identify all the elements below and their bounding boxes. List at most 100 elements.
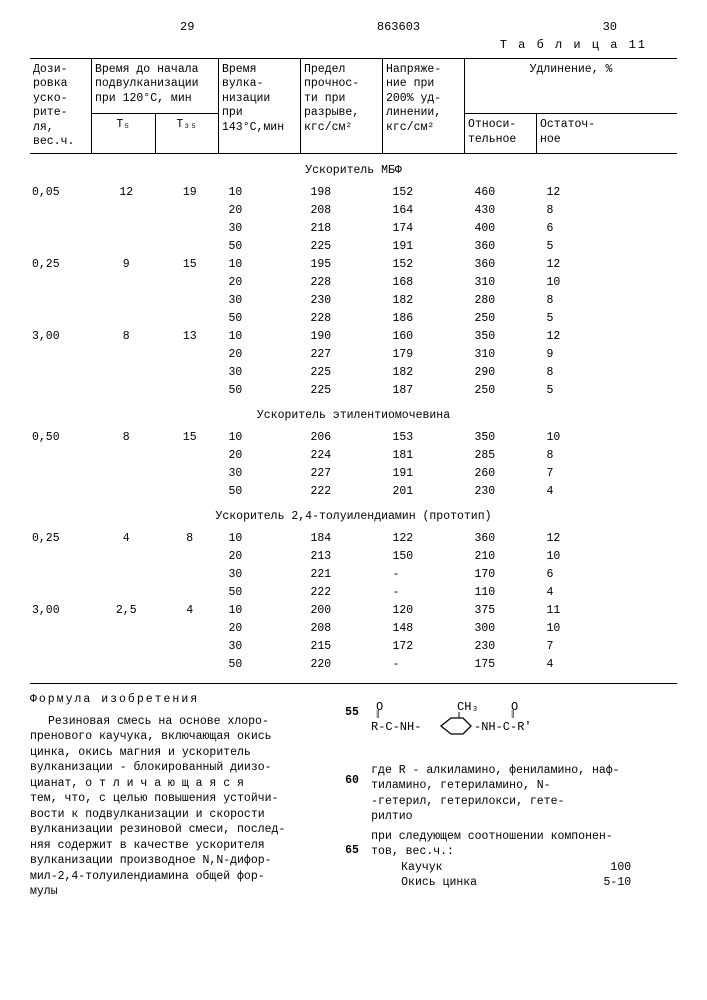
cell: 225	[301, 381, 383, 399]
cell: 10	[537, 273, 678, 291]
table-row: 0,0512191019815246012	[30, 183, 677, 201]
line-num-60: 60	[345, 773, 363, 789]
cell: 182	[383, 363, 465, 381]
cell: 9	[537, 345, 678, 363]
cell	[30, 547, 92, 565]
cell: 9	[92, 255, 156, 273]
cell	[92, 309, 156, 327]
cell: 12	[92, 183, 156, 201]
cell	[155, 237, 219, 255]
svg-text:CH₃: CH₃	[457, 700, 479, 714]
cell: 152	[383, 183, 465, 201]
cell: 10	[219, 183, 301, 201]
cell: 198	[301, 183, 383, 201]
table-row: 302181744006	[30, 219, 677, 237]
cell: 225	[301, 237, 383, 255]
cell: 300	[465, 619, 537, 637]
cell: 10	[537, 619, 678, 637]
cell: 170	[465, 565, 537, 583]
ingredient-row: Каучук 100	[401, 860, 631, 876]
table-row: 502281862505	[30, 309, 677, 327]
cell	[92, 345, 156, 363]
cell	[92, 482, 156, 500]
cell	[92, 637, 156, 655]
cell: 260	[465, 464, 537, 482]
cell: 350	[465, 327, 537, 345]
table-row: 202081644308	[30, 201, 677, 219]
cell: 184	[301, 529, 383, 547]
cell	[92, 619, 156, 637]
ing-name: Окись цинка	[401, 875, 477, 891]
cell: 8	[537, 201, 678, 219]
cell: 218	[301, 219, 383, 237]
cell: 225	[301, 363, 383, 381]
cell: 120	[383, 601, 465, 619]
table-row: 2020814830010	[30, 619, 677, 637]
cell: 164	[383, 201, 465, 219]
cell: 30	[219, 291, 301, 309]
cell: 228	[301, 273, 383, 291]
cell: 0,25	[30, 529, 92, 547]
cell: 190	[301, 327, 383, 345]
cell: 50	[219, 655, 301, 673]
cell: 30	[219, 565, 301, 583]
cell: 400	[465, 219, 537, 237]
cell: 210	[465, 547, 537, 565]
table-row: 0,508151020615335010	[30, 428, 677, 446]
cell: 160	[383, 327, 465, 345]
cell: 222	[301, 583, 383, 601]
cell	[92, 547, 156, 565]
cell: -	[383, 583, 465, 601]
th-strength: Предел прочнос- ти при разрыве, кгс/см²	[301, 59, 383, 154]
cell: 5	[537, 381, 678, 399]
cell: 8	[537, 363, 678, 381]
table-body: Ускоритель МБФ0,051219101981524601220208…	[30, 154, 677, 674]
cell: 224	[301, 446, 383, 464]
cell: 4	[92, 529, 156, 547]
cell: 7	[537, 637, 678, 655]
cell: 280	[465, 291, 537, 309]
cell: 227	[301, 464, 383, 482]
cell: 30	[219, 637, 301, 655]
cell	[92, 219, 156, 237]
chemical-structure: O ‖ R-C-NH- CH₃ -NH-C-R' ‖ O	[371, 696, 677, 755]
cell: 20	[219, 345, 301, 363]
cell	[92, 655, 156, 673]
cell: 375	[465, 601, 537, 619]
line-num-65: 65	[345, 843, 363, 859]
table-row: 2022816831010	[30, 273, 677, 291]
cell: 20	[219, 273, 301, 291]
cell: 191	[383, 464, 465, 482]
cell: 181	[383, 446, 465, 464]
cell	[155, 619, 219, 637]
doc-number: 863603	[377, 20, 420, 34]
cell	[92, 565, 156, 583]
cell: 2,5	[92, 601, 156, 619]
cell: 228	[301, 309, 383, 327]
cell: 20	[219, 201, 301, 219]
cell: 360	[465, 237, 537, 255]
th-t35: Т₃₅	[155, 114, 219, 154]
cell	[30, 446, 92, 464]
cell: 50	[219, 482, 301, 500]
cell: 4	[537, 482, 678, 500]
cell: 20	[219, 446, 301, 464]
cell: 30	[219, 464, 301, 482]
table-row: 302271912607	[30, 464, 677, 482]
cell: 0,25	[30, 255, 92, 273]
cell: 195	[301, 255, 383, 273]
cell: 360	[465, 529, 537, 547]
cell: 10	[219, 327, 301, 345]
cell: 5	[537, 237, 678, 255]
cell	[155, 482, 219, 500]
cell	[92, 381, 156, 399]
cell	[155, 565, 219, 583]
cell: 12	[537, 529, 678, 547]
cell: 10	[219, 255, 301, 273]
cell	[155, 291, 219, 309]
table-row: 502251872505	[30, 381, 677, 399]
cell	[30, 637, 92, 655]
cell: 0,05	[30, 183, 92, 201]
svg-text:-NH-C-R': -NH-C-R'	[474, 720, 532, 734]
cell: 285	[465, 446, 537, 464]
